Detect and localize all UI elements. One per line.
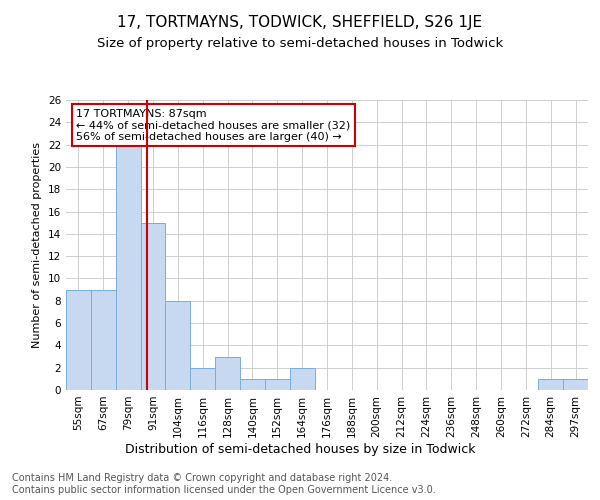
Bar [140,222,166,390]
Bar [538,379,563,390]
Bar [190,368,215,390]
Text: 17, TORTMAYNS, TODWICK, SHEFFIELD, S26 1JE: 17, TORTMAYNS, TODWICK, SHEFFIELD, S26 1… [118,15,482,30]
Bar [290,368,314,390]
Bar [265,379,290,390]
Bar [91,290,116,390]
Bar [166,301,190,390]
Bar [563,379,588,390]
Y-axis label: Number of semi-detached properties: Number of semi-detached properties [32,142,43,348]
Bar [116,144,140,390]
Bar [66,290,91,390]
Text: Distribution of semi-detached houses by size in Todwick: Distribution of semi-detached houses by … [125,442,475,456]
Bar [240,379,265,390]
Bar [215,356,240,390]
Text: 17 TORTMAYNS: 87sqm
← 44% of semi-detached houses are smaller (32)
56% of semi-d: 17 TORTMAYNS: 87sqm ← 44% of semi-detach… [76,108,350,142]
Text: Size of property relative to semi-detached houses in Todwick: Size of property relative to semi-detach… [97,38,503,51]
Text: Contains HM Land Registry data © Crown copyright and database right 2024.
Contai: Contains HM Land Registry data © Crown c… [12,474,436,495]
